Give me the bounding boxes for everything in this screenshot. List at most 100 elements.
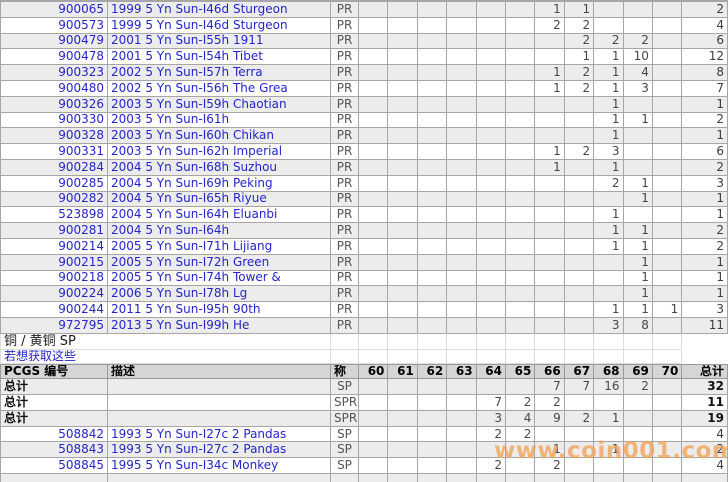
pcgs-number-link[interactable]: 900282 [0,190,108,208]
description-link[interactable] [107,394,331,411]
grade-count-cell [357,409,389,427]
grade-count-cell [534,127,565,145]
grade-count-cell [357,190,389,208]
description-link[interactable]: 2003 5 Yn Sun-I62h Imperial [107,143,331,160]
grade-count-cell [593,253,624,271]
grade-count-cell [357,127,389,145]
grade-count-cell [534,269,565,287]
description-link[interactable]: 2002 5 Yn Sun-I56h The Grea [107,79,331,97]
pcgs-number-link[interactable]: 900323 [0,64,108,81]
designation-cell [330,473,359,482]
grade-count-cell [651,378,683,396]
description-link[interactable]: 2004 5 Yn Sun-I68h Suzhou [107,158,331,176]
table-row: 508842 1993 5 Yn Sun-I27c 2 Pandas SP 2 … [0,425,728,443]
grade-count-cell: 2 [534,457,565,475]
description-link[interactable]: 2003 5 Yn Sun-I59h Chaotian [107,95,331,113]
description-link[interactable]: 2005 5 Yn Sun-I72h Green [107,253,331,271]
grade-count-cell [504,378,536,396]
grade-count-cell [446,409,477,427]
grade-count-cell: 10 [622,48,653,66]
section-title: 铜 / 黄铜 SP [0,333,331,350]
description-link[interactable] [107,378,331,396]
grade-count-cell [475,285,506,303]
pcgs-number-link[interactable]: 900573 [0,16,108,34]
pcgs-number-link[interactable]: 508843 [0,441,108,459]
description-link[interactable]: 1993 5 Yn Sun-I27c 2 Pandas [107,425,331,443]
pcgs-number-link[interactable]: 508845 [0,457,108,475]
pcgs-number-link[interactable]: 900331 [0,143,108,160]
description-link[interactable]: 2004 5 Yn Sun-I64h [107,222,331,239]
description-link[interactable]: 2005 5 Yn Sun-I71h Lijiang [107,237,331,255]
pcgs-number-link[interactable]: 900214 [0,237,108,255]
description-link[interactable]: 2005 5 Yn Sun-I74h Tower & [107,269,331,287]
grade-count-cell [387,222,418,239]
pcgs-number-link[interactable]: 900330 [0,111,108,129]
pcgs-number-link[interactable]: 900281 [0,222,108,239]
designation-cell: PR [330,64,359,81]
table-row: 508843 1993 5 Yn Sun-I27c 2 Pandas SP 1 … [0,441,728,459]
description-link[interactable]: 2013 5 Yn Sun-I99h He [107,316,331,334]
grade-count-cell [504,237,536,255]
pcgs-number-link[interactable]: 900284 [0,158,108,176]
description-link[interactable]: 2003 5 Yn Sun-I60h Chikan [107,127,331,145]
grade-count-cell [416,143,448,160]
grade-count-cell [563,473,595,482]
description-link[interactable]: 2001 5 Yn Sun-I55h 1911 [107,32,331,50]
pcgs-number-link[interactable]: 900224 [0,285,108,303]
grade-count-cell [475,222,506,239]
pcgs-number-link[interactable]: 900215 [0,253,108,271]
sp-population-table: PCGS 编号 描述 称 60 61 62 63 64 65 66 67 68 … [0,363,728,482]
pcgs-number-link[interactable]: 900218 [0,269,108,287]
grade-count-cell [446,111,477,129]
description-link[interactable]: 1995 5 Yn Sun-I34c Monkey [107,457,331,475]
pcgs-number-link[interactable]: 972795 [0,316,108,334]
grade-count-cell [504,127,536,145]
pcgs-number-link[interactable]: 900480 [0,79,108,97]
description-link[interactable]: 2006 5 Yn Sun-I78h Lg [107,285,331,303]
pcgs-number-link[interactable]: 900479 [0,32,108,50]
obtain-more-link[interactable]: 若想获取这些 [0,348,331,364]
grade-count-cell [387,285,418,303]
pcgs-number-link[interactable]: 总计 [0,394,108,411]
grade-count-cell [357,425,389,443]
grade-count-cell [504,190,536,208]
grade-count-cell [593,394,624,411]
description-link[interactable]: 2004 5 Yn Sun-I64h Eluanbi [107,206,331,224]
description-link[interactable]: 1993 5 Yn Sun-I27c 2 Pandas [107,441,331,459]
description-link[interactable]: 1999 5 Yn Sun-I46d Sturgeon [107,0,331,18]
pcgs-number-link[interactable] [0,473,108,482]
pcgs-number-link[interactable]: 900244 [0,301,108,318]
description-link[interactable] [107,409,331,427]
description-link[interactable]: 1999 5 Yn Sun-I46d Sturgeon [107,16,331,34]
grade-count-cell: 3 [475,409,506,427]
grade-count-cell [651,64,683,81]
grade-count-cell [504,457,536,475]
pcgs-number-link[interactable]: 总计 [0,378,108,396]
header-description: 描述 [107,363,331,380]
description-link[interactable]: 2004 5 Yn Sun-I65h Riyue [107,190,331,208]
grade-count-cell [357,16,389,34]
description-link[interactable]: 2011 5 Yn Sun-I95h 90th [107,301,331,318]
pcgs-number-link[interactable]: 508842 [0,425,108,443]
grade-count-cell [651,457,683,475]
pcgs-number-link[interactable]: 900478 [0,48,108,66]
grade-count-cell [651,16,683,34]
pcgs-number-link[interactable]: 总计 [0,409,108,427]
grade-count-cell [534,253,565,271]
pcgs-number-link[interactable]: 900328 [0,127,108,145]
description-link[interactable]: 2001 5 Yn Sun-I54h Tibet [107,48,331,66]
grade-count-cell [416,32,448,50]
grade-count-cell [357,285,389,303]
grade-count-cell [504,111,536,129]
description-link[interactable]: 2003 5 Yn Sun-I61h [107,111,331,129]
description-link[interactable]: 2004 5 Yn Sun-I69h Peking [107,174,331,192]
pcgs-number-link[interactable]: 900065 [0,0,108,18]
grade-count-cell [387,409,418,427]
pcgs-number-link[interactable]: 900326 [0,95,108,113]
pcgs-number-link[interactable]: 523898 [0,206,108,224]
grade-count-cell [446,127,477,145]
description-link[interactable]: 2002 5 Yn Sun-I57h Terra [107,64,331,81]
designation-cell: PR [330,237,359,255]
description-link[interactable] [107,473,331,482]
pcgs-number-link[interactable]: 900285 [0,174,108,192]
